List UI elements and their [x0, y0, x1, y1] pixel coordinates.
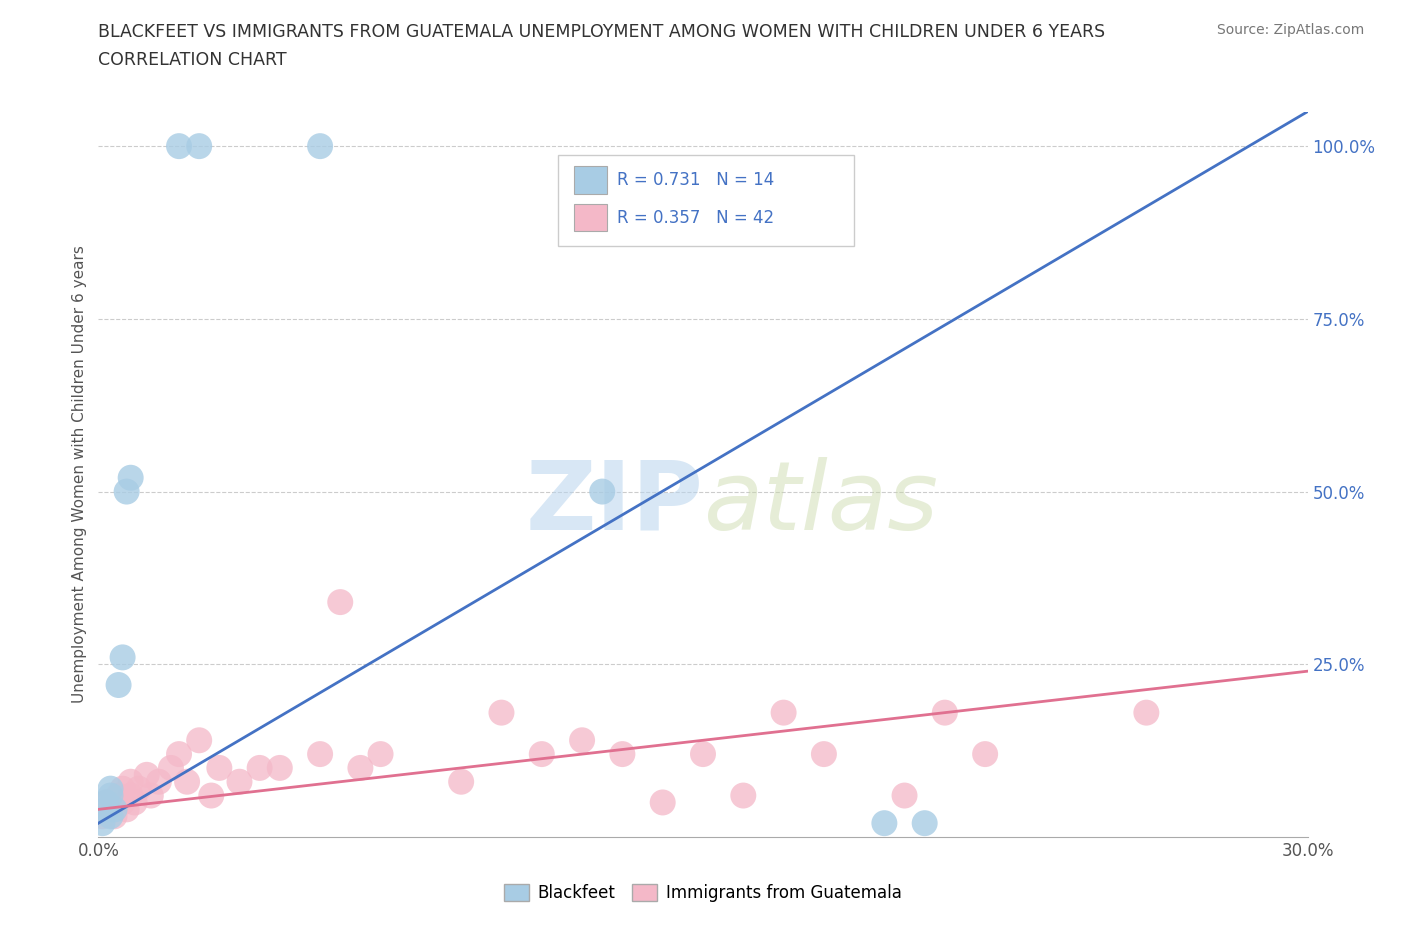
Point: [370, 747, 392, 762]
Point: [96, 802, 118, 817]
Point: [103, 809, 125, 824]
Point: [1135, 705, 1157, 720]
Text: atlas: atlas: [703, 457, 938, 550]
Point: [228, 775, 250, 790]
Text: CORRELATION CHART: CORRELATION CHART: [98, 51, 287, 69]
FancyBboxPatch shape: [574, 166, 607, 193]
Point: [934, 705, 956, 720]
Text: ZIP: ZIP: [524, 457, 703, 550]
Point: [530, 747, 553, 762]
Point: [893, 788, 915, 803]
Point: [813, 747, 835, 762]
Point: [103, 802, 125, 817]
Text: R = 0.357   N = 42: R = 0.357 N = 42: [617, 208, 775, 227]
FancyBboxPatch shape: [574, 204, 607, 232]
Point: [167, 139, 190, 153]
Point: [167, 747, 190, 762]
Point: [914, 816, 936, 830]
Point: [309, 747, 332, 762]
Point: [96, 795, 118, 810]
Point: [139, 788, 162, 803]
Point: [188, 139, 211, 153]
Point: [96, 795, 118, 810]
Point: [124, 795, 146, 810]
Point: [111, 650, 134, 665]
Point: [249, 761, 271, 776]
Point: [115, 802, 138, 817]
Point: [100, 802, 122, 817]
Point: [873, 816, 896, 830]
Point: [115, 485, 138, 499]
Point: [111, 781, 134, 796]
Y-axis label: Unemployment Among Women with Children Under 6 years: Unemployment Among Women with Children U…: [72, 246, 87, 703]
Point: [100, 781, 122, 796]
Point: [107, 678, 129, 693]
Point: [91, 809, 114, 824]
Point: [135, 767, 157, 782]
Point: [200, 788, 222, 803]
Point: [176, 775, 198, 790]
Point: [128, 781, 150, 796]
Point: [651, 795, 673, 810]
Point: [188, 733, 211, 748]
Point: [208, 761, 231, 776]
Point: [974, 747, 997, 762]
Point: [120, 775, 142, 790]
Point: [772, 705, 794, 720]
Legend: Blackfeet, Immigrants from Guatemala: Blackfeet, Immigrants from Guatemala: [498, 877, 908, 909]
Point: [120, 788, 142, 803]
FancyBboxPatch shape: [558, 155, 855, 246]
Point: [733, 788, 755, 803]
Text: Source: ZipAtlas.com: Source: ZipAtlas.com: [1216, 23, 1364, 37]
Point: [120, 471, 142, 485]
Point: [329, 594, 352, 609]
Point: [100, 809, 122, 824]
Point: [591, 485, 613, 499]
Point: [571, 733, 593, 748]
Point: [111, 795, 134, 810]
Point: [309, 139, 332, 153]
Point: [349, 761, 371, 776]
Point: [100, 788, 122, 803]
Point: [91, 816, 114, 830]
Point: [269, 761, 291, 776]
Point: [148, 775, 170, 790]
Point: [612, 747, 634, 762]
Point: [160, 761, 183, 776]
Point: [107, 788, 129, 803]
Text: R = 0.731   N = 14: R = 0.731 N = 14: [617, 171, 775, 189]
Point: [692, 747, 714, 762]
Text: BLACKFEET VS IMMIGRANTS FROM GUATEMALA UNEMPLOYMENT AMONG WOMEN WITH CHILDREN UN: BLACKFEET VS IMMIGRANTS FROM GUATEMALA U…: [98, 23, 1105, 41]
Point: [450, 775, 472, 790]
Point: [491, 705, 513, 720]
